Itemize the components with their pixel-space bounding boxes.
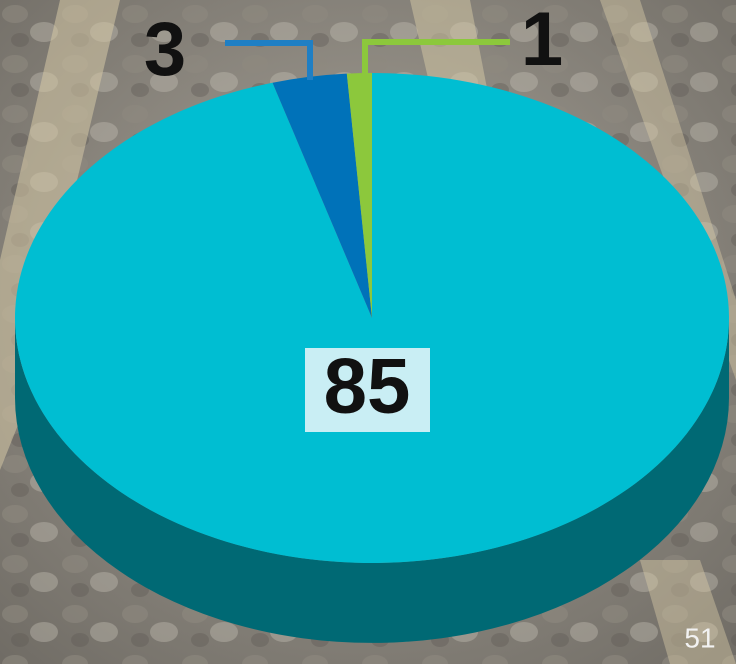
page-number: 51 bbox=[684, 622, 715, 653]
label-box bbox=[305, 348, 430, 432]
pie-slice bbox=[346, 73, 372, 318]
leader-line bbox=[362, 39, 510, 80]
leader-line bbox=[225, 40, 313, 80]
pie-slice bbox=[14, 73, 729, 563]
data-label: 3 bbox=[144, 7, 186, 92]
data-label: 85 bbox=[324, 342, 411, 430]
pie-side bbox=[15, 318, 729, 643]
pie-slice bbox=[272, 73, 372, 318]
data-label: 1 bbox=[521, 0, 563, 82]
pie bbox=[14, 73, 729, 643]
wood-beam bbox=[640, 560, 736, 664]
